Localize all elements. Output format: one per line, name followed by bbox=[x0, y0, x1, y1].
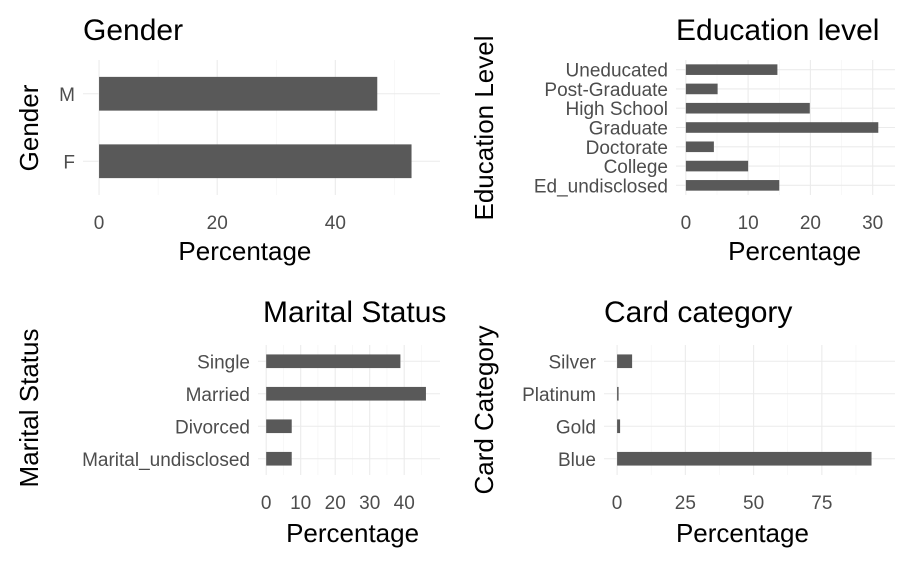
bar-silver bbox=[617, 354, 633, 369]
y-tick-label: Graduate bbox=[589, 119, 668, 140]
x-tick-label: 20 bbox=[325, 493, 346, 514]
x-axis-title: Percentage bbox=[676, 518, 809, 548]
bar-f bbox=[99, 144, 412, 179]
panel-title: Marital Status bbox=[263, 296, 446, 329]
chart-panel-card-category: Blue Gold Platinum Silver 0 25 50 75 Card catego… bbox=[469, 296, 895, 548]
y-tick-label: Divorced bbox=[175, 417, 250, 438]
chart-panel-education-level: Ed_undisclosedCollegeDoctorateGraduateHi… bbox=[469, 14, 895, 266]
y-tick-label: Ed_undisclosed bbox=[534, 176, 668, 197]
y-tick-label: College bbox=[604, 157, 668, 178]
y-tick-label: M bbox=[59, 85, 75, 106]
y-tick-label: High School bbox=[566, 99, 668, 120]
x-axis-title: Percentage bbox=[286, 518, 419, 548]
y-tick-label: Post-Graduate bbox=[544, 80, 668, 101]
bar-marital-undisclosed bbox=[266, 451, 292, 466]
bar-divorced bbox=[266, 419, 292, 434]
y-tick-label: Gold bbox=[556, 417, 596, 438]
bar-uneducated bbox=[685, 64, 778, 75]
x-tick-label: 20 bbox=[207, 213, 228, 234]
x-tick-label: 0 bbox=[261, 493, 272, 514]
chart-panel-marital-status: Marital_undisclosed Divorced Married Single… bbox=[14, 296, 446, 548]
y-axis-title: Card Category bbox=[469, 325, 499, 494]
x-tick-label: 20 bbox=[800, 213, 821, 234]
y-axis-title: Gender bbox=[14, 84, 44, 171]
bar-single bbox=[266, 354, 401, 369]
bar-ed-undisclosed bbox=[685, 180, 780, 191]
panel-title: Education level bbox=[676, 14, 879, 47]
bar-post-graduate bbox=[685, 83, 718, 95]
x-tick-label: 75 bbox=[811, 493, 832, 514]
y-tick-label: Blue bbox=[558, 450, 596, 471]
x-tick-label: 40 bbox=[325, 213, 346, 234]
x-tick-label: 0 bbox=[612, 493, 623, 514]
x-tick-label: 30 bbox=[862, 213, 883, 234]
x-tick-label: 0 bbox=[681, 213, 692, 234]
x-axis-title: Percentage bbox=[178, 236, 311, 266]
bar-blue bbox=[617, 451, 872, 466]
bar-college bbox=[685, 160, 749, 172]
x-axis-title: Percentage bbox=[728, 236, 861, 266]
bar-gold bbox=[617, 419, 621, 434]
y-tick-label: Married bbox=[186, 385, 250, 406]
y-tick-label: Uneducated bbox=[566, 61, 668, 82]
bar-m bbox=[99, 76, 378, 111]
y-tick-label: Doctorate bbox=[586, 138, 668, 159]
y-axis-title: Education Level bbox=[469, 35, 499, 220]
x-tick-label: 25 bbox=[675, 493, 696, 514]
x-tick-label: 50 bbox=[743, 493, 764, 514]
panel-title: Gender bbox=[83, 14, 183, 47]
bar-platinum bbox=[617, 386, 619, 401]
y-tick-label: Platinum bbox=[522, 385, 596, 406]
x-tick-label: 30 bbox=[359, 493, 380, 514]
panel-title: Card category bbox=[604, 296, 792, 329]
x-tick-label: 0 bbox=[94, 213, 105, 234]
y-axis-title: Marital Status bbox=[14, 329, 44, 488]
y-tick-label: F bbox=[63, 152, 75, 173]
chart-panel-gender: F M 0 20 40 Gender Percentage Gender bbox=[14, 14, 440, 266]
x-tick-label: 40 bbox=[394, 493, 415, 514]
y-tick-label: Single bbox=[197, 352, 250, 373]
y-tick-label: Marital_undisclosed bbox=[82, 450, 250, 471]
x-tick-label: 10 bbox=[738, 213, 759, 234]
x-tick-label: 10 bbox=[290, 493, 311, 514]
bar-graduate bbox=[685, 122, 879, 133]
y-tick-label: Silver bbox=[548, 352, 596, 373]
bar-married bbox=[266, 386, 426, 401]
bar-high-school bbox=[685, 102, 810, 114]
bar-doctorate bbox=[685, 141, 714, 153]
